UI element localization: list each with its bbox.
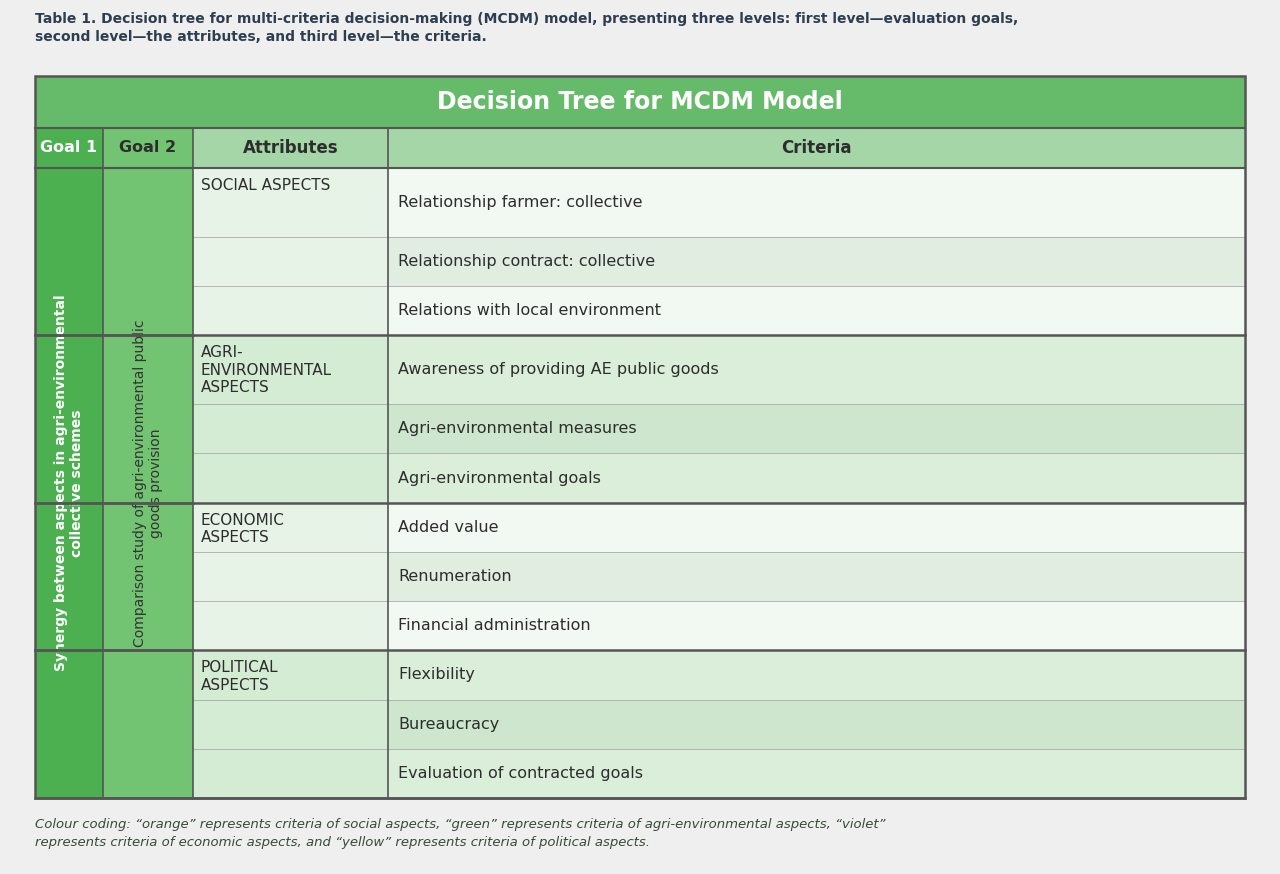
Bar [35, 76, 1245, 128]
Text: Relations with local environment: Relations with local environment [398, 303, 660, 318]
Text: Decision Tree for MCDM Model: Decision Tree for MCDM Model [438, 90, 842, 114]
Bar [102, 128, 193, 168]
Bar [193, 503, 388, 650]
Text: Criteria: Criteria [781, 139, 851, 157]
Text: SOCIAL ASPECTS: SOCIAL ASPECTS [201, 178, 330, 193]
Text: Table 1. Decision tree for multi-criteria decision-making (MCDM) model, presenti: Table 1. Decision tree for multi-criteri… [35, 12, 1019, 26]
Bar [193, 601, 1245, 650]
Text: Goal 1: Goal 1 [41, 141, 97, 156]
Text: second level—the attributes, and third level—the criteria.: second level—the attributes, and third l… [35, 30, 486, 44]
Bar [193, 551, 1245, 601]
Bar [193, 454, 1245, 503]
Bar [193, 503, 1245, 551]
Text: Evaluation of contracted goals: Evaluation of contracted goals [398, 766, 643, 780]
Text: represents criteria of economic aspects, and “yellow” represents criteria of pol: represents criteria of economic aspects,… [35, 836, 650, 849]
Bar [193, 336, 388, 503]
Text: Flexibility: Flexibility [398, 668, 475, 683]
Bar [193, 699, 1245, 749]
Bar [102, 168, 193, 798]
Bar [193, 168, 1245, 237]
Text: Relationship contract: collective: Relationship contract: collective [398, 254, 655, 269]
Text: Agri-environmental measures: Agri-environmental measures [398, 421, 636, 436]
Bar [193, 405, 1245, 454]
Text: POLITICAL
ASPECTS: POLITICAL ASPECTS [201, 661, 279, 693]
Text: AGRI-
ENVIRONMENTAL
ASPECTS: AGRI- ENVIRONMENTAL ASPECTS [201, 345, 332, 395]
Bar [35, 168, 102, 798]
Bar [193, 650, 1245, 699]
Text: Relationship farmer: collective: Relationship farmer: collective [398, 195, 643, 210]
Text: ECONOMIC
ASPECTS: ECONOMIC ASPECTS [201, 513, 285, 545]
Text: Financial administration: Financial administration [398, 618, 590, 634]
Bar [193, 286, 1245, 336]
Bar [193, 336, 1245, 405]
Bar [193, 168, 388, 336]
Text: Awareness of providing AE public goods: Awareness of providing AE public goods [398, 363, 719, 378]
Text: Agri-environmental goals: Agri-environmental goals [398, 470, 600, 486]
Bar [193, 237, 1245, 286]
Text: Added value: Added value [398, 520, 498, 535]
Text: Bureaucracy: Bureaucracy [398, 717, 499, 732]
Text: Attributes: Attributes [243, 139, 338, 157]
Text: Colour coding: “orange” represents criteria of social aspects, “green” represent: Colour coding: “orange” represents crite… [35, 818, 886, 831]
Bar [193, 749, 1245, 798]
Text: Synergy between aspects in agri-environmental
collective schemes: Synergy between aspects in agri-environm… [54, 295, 84, 671]
Text: Comparison study of agri-environmental public
goods provision: Comparison study of agri-environmental p… [133, 319, 163, 647]
Bar [193, 650, 388, 798]
Bar [35, 128, 1245, 168]
Text: Renumeration: Renumeration [398, 569, 512, 584]
Bar [35, 128, 102, 168]
Bar [35, 76, 1245, 798]
Text: Goal 2: Goal 2 [119, 141, 177, 156]
